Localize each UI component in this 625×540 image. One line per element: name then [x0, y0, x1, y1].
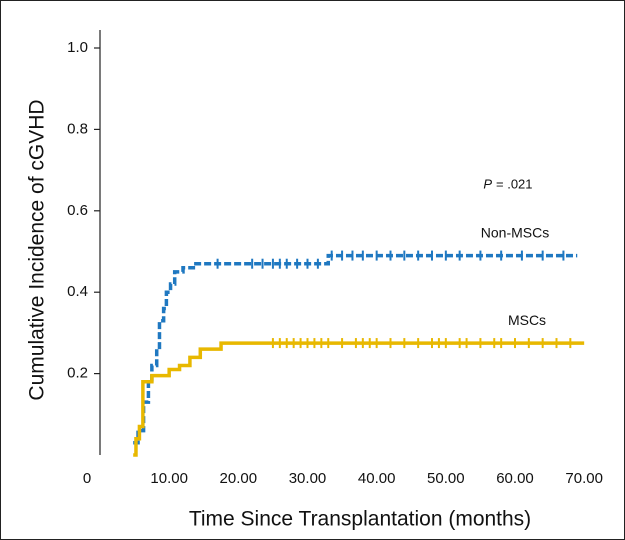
y-tick-label: 0.6: [67, 202, 88, 219]
p-value: = .021: [496, 176, 533, 191]
x-tick-label: 30.00: [289, 470, 327, 487]
x-tick-label: 10.00: [150, 470, 188, 487]
step-line: [133, 341, 585, 457]
y-axis-label: Cumulative Incidence of cGVHD: [26, 99, 49, 400]
x-tick-label: 50.00: [427, 470, 465, 487]
series-label: Non-MSCs: [481, 224, 549, 240]
x-tick-label: 60.00: [496, 470, 534, 487]
y-tick-label: 0.8: [67, 120, 88, 137]
y-tick-label: 0.2: [67, 365, 88, 382]
x-tick-label: 70.00: [565, 470, 603, 487]
y-tick-label: 1.0: [67, 39, 88, 56]
x-tick-label: 0: [83, 470, 91, 487]
series-label: MSCs: [508, 312, 546, 328]
x-axis-label: Time Since Transplantation (months): [189, 508, 531, 531]
x-tick-label: 20.00: [220, 470, 258, 487]
p-label: P: [483, 176, 492, 191]
step-line: [133, 253, 578, 445]
x-tick-label: 40.00: [358, 470, 396, 487]
y-tick-label: 0.4: [67, 283, 88, 300]
